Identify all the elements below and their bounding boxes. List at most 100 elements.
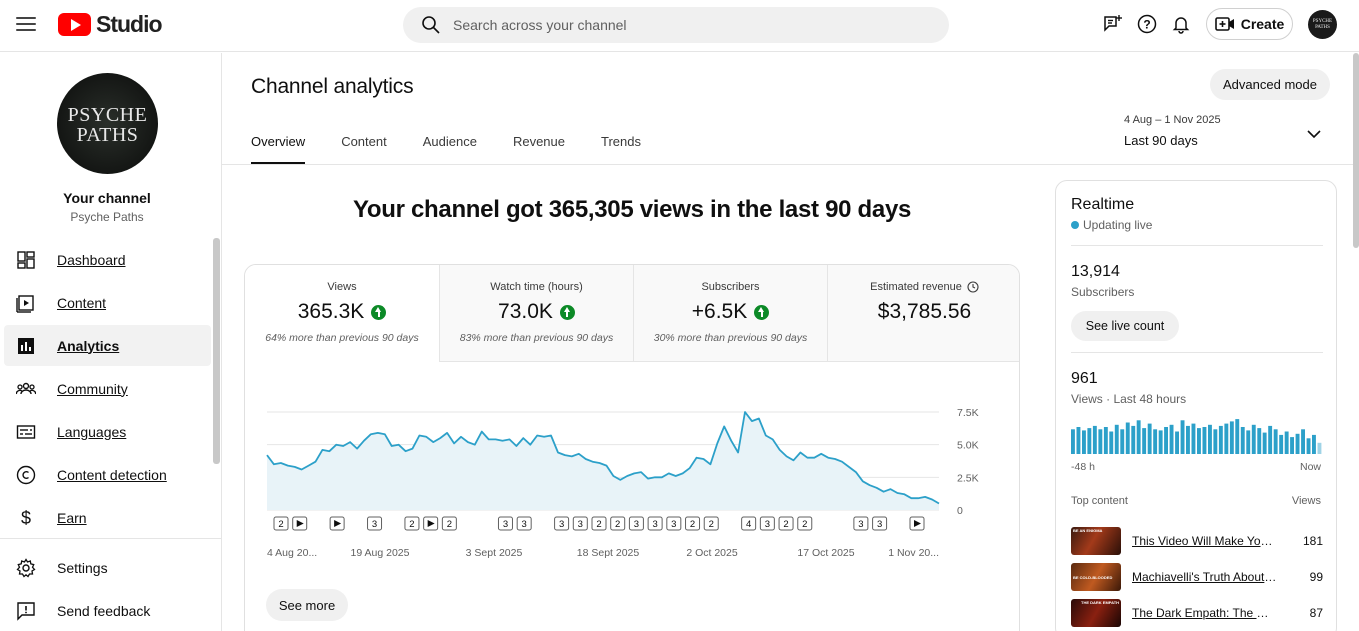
see-more-button[interactable]: See more [266,589,348,621]
top-content-title[interactable]: The Dark Empath: The Most ... [1132,606,1277,620]
tab-overview[interactable]: Overview [251,134,306,164]
search-bar[interactable] [403,7,949,43]
sidebar-item-label: Languages [57,423,127,440]
video-marker[interactable] [853,516,869,531]
realtime-subscribers: 13,914 [1071,263,1120,280]
video-marker[interactable] [404,516,420,531]
video-marker[interactable] [703,516,719,531]
account-avatar[interactable]: PSYCHE PATHS [1308,10,1337,39]
studio-logo[interactable]: Studio [58,11,163,37]
create-label: Create [1240,16,1285,32]
x-tick-label: 17 Oct 2025 [797,547,854,559]
video-marker[interactable] [554,516,570,531]
main-scrollbar[interactable] [1353,53,1359,248]
channel-avatar[interactable]: PSYCHE PATHS [57,73,158,174]
tab-trends[interactable]: Trends [601,134,641,149]
realtime-bar [1279,434,1284,454]
youtube-logo-icon [58,12,91,36]
video-marker[interactable] [778,516,794,531]
sidebar-scrollbar[interactable] [213,238,220,464]
top-content-title[interactable]: Machiavelli's Truth About Po... [1132,570,1277,584]
video-marker[interactable] [591,516,607,531]
metric-subscribers[interactable]: Subscribers +6.5K 30% more than previous… [633,265,827,362]
sidebar-item-content-detection[interactable]: Content detection [4,454,211,495]
copyright-icon [15,464,37,486]
video-marker-count: 2 [447,519,452,530]
analytics-tabs: Overview Content Audience Revenue Trends [251,134,677,164]
arrow-up-icon [559,304,575,320]
tab-revenue[interactable]: Revenue [512,134,565,149]
clock-icon [967,281,979,293]
metric-label: Estimated revenue [870,281,962,293]
video-marker-count: 2 [409,519,414,530]
realtime-bar [1125,422,1130,454]
bell-icon[interactable] [1169,12,1193,36]
menu-icon[interactable] [14,12,38,36]
metric-value: 365.3K [297,300,365,323]
top-content-title[interactable]: This Video Will Make You ... [1132,534,1277,548]
metric-label: Subscribers [701,281,760,293]
sidebar-item-send-feedback[interactable]: Send feedback [4,590,211,631]
video-marker[interactable] [497,516,513,531]
video-marker[interactable] [685,516,701,531]
sidebar-item-label: Community [57,380,128,397]
realtime-axis-start: -48 h [1071,461,1095,473]
realtime-bar [1175,431,1179,454]
sidebar-item-settings[interactable]: Settings [4,547,211,588]
metric-watch-time[interactable]: Watch time (hours) 73.0K 83% more than p… [439,265,633,362]
video-marker[interactable] [572,516,588,531]
metric-note: 64% more than previous 90 days [265,332,419,344]
realtime-views-label: Views · Last 48 hours [1071,392,1187,406]
video-marker[interactable] [367,516,383,531]
realtime-views: 961 [1071,370,1098,387]
x-tick-label: 1 Nov 20... [888,547,939,559]
video-marker[interactable] [628,516,644,531]
date-range-label[interactable]: Last 90 days [1124,133,1198,148]
top-content-item[interactable]: BE COLD-BLOODED Machiavelli's Truth Abou… [1071,563,1323,591]
help-icon[interactable]: ? [1135,12,1159,36]
tab-content[interactable]: Content [341,134,387,149]
sidebar-item-community[interactable]: Community [4,368,211,409]
video-marker[interactable] [273,516,289,531]
search-input[interactable] [453,17,913,33]
tab-audience[interactable]: Audience [422,134,477,149]
realtime-bar [1295,433,1300,454]
realtime-bar [1229,421,1234,454]
chevron-down-icon[interactable] [1305,125,1323,143]
see-live-count-button[interactable]: See live count [1071,311,1179,341]
video-marker[interactable] [610,516,626,531]
thumbnail-text: THE DARK EMPATH [1081,600,1120,605]
sidebar-item-dashboard[interactable]: Dashboard [4,239,211,280]
views-chart[interactable]: 0 2.5K 5.0K 7.5K 2 3 2 2 3 3 3 3 2 2 3 3 3 2 2 4 3 2 2 3 3 4 Aug … [245,362,1020,572]
top-content-item[interactable]: BE AN ENIGMA This Video Will Make You ..… [1071,527,1323,555]
advanced-mode-button[interactable]: Advanced mode [1210,69,1330,100]
realtime-title: Realtime [1071,196,1135,213]
sidebar-item-content[interactable]: Content [4,282,211,323]
video-marker[interactable] [872,516,888,531]
video-marker[interactable] [797,516,813,531]
metric-views[interactable]: Views 365.3K 64% more than previous 90 d… [245,265,439,362]
sidebar-item-analytics[interactable]: Analytics [4,325,211,366]
video-marker[interactable] [759,516,775,531]
video-marker-count: 3 [858,519,863,530]
metric-label: Watch time (hours) [490,281,583,293]
video-marker[interactable] [647,516,663,531]
video-marker-count: 3 [652,519,657,530]
create-button[interactable]: Create [1206,8,1293,40]
video-marker[interactable] [516,516,532,531]
sidebar-item-languages[interactable]: Languages [4,411,211,452]
video-marker-count: 3 [522,519,527,530]
sidebar-item-earn[interactable]: $ Earn [4,497,211,538]
gear-icon [15,557,37,579]
realtime-bar [1191,423,1196,454]
video-marker[interactable] [741,516,757,531]
video-marker[interactable] [666,516,682,531]
top-content-item[interactable]: THE DARK EMPATH The Dark Empath: The Mos… [1071,599,1323,627]
playlist-add-icon[interactable] [1101,12,1125,36]
realtime-panel: Realtime Updating live 13,914 Subscriber… [1055,180,1337,631]
video-marker[interactable] [441,516,457,531]
metric-revenue[interactable]: Estimated revenue $3,785.56 [827,265,1019,362]
realtime-bar-chart[interactable] [1071,418,1323,454]
realtime-bar [1109,431,1114,454]
search-icon[interactable] [413,7,449,43]
